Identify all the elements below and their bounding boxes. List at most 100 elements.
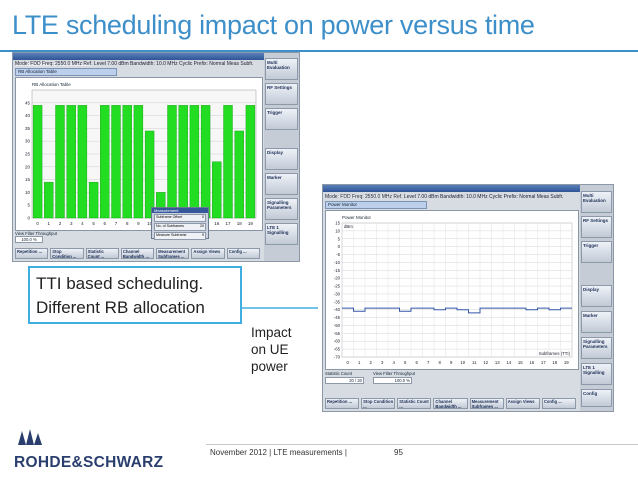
measurement-popup-title: Measurement <box>152 208 208 213</box>
left-instrument-screenshot: LTE Measurement 1 : Multi Evaluation Mod… <box>12 52 300 262</box>
left-status-area: View Filter Throughput 100.0 % <box>15 231 75 243</box>
bottom-softkey-config[interactable]: Config ... <box>226 248 260 259</box>
pw-x-tick: 3 <box>381 360 384 365</box>
rb-bar <box>32 105 43 219</box>
pw-x-tick: 15 <box>518 360 523 365</box>
rb-bar <box>212 161 222 219</box>
left-info-row: Mode: FDD Freq: 2550.0 MHz Ref. Level 7.… <box>15 61 254 67</box>
rb-y-tick: 35 <box>25 126 31 131</box>
softkey-rf-settings[interactable]: RF Settings <box>581 216 612 238</box>
pw-y-tick: 15 <box>335 221 340 226</box>
callout-line-1: TTI based scheduling. <box>36 274 204 293</box>
bottom-softkey-config[interactable]: Config ... <box>541 398 576 409</box>
softkey-multi-evaluation[interactable]: Multi Evaluation <box>581 191 612 213</box>
title-underline <box>0 50 638 52</box>
rb-y-tick: 10 <box>25 190 31 195</box>
pw-x-tick: 12 <box>483 360 488 365</box>
rb-y-tick: 25 <box>25 152 31 157</box>
popup-row-value: 9 <box>202 233 204 237</box>
softkey-config[interactable]: Config <box>581 389 612 407</box>
bottom-softkey-repetition[interactable]: Repetition ... <box>15 248 49 259</box>
pw-x-tick: 1 <box>358 360 361 365</box>
bottom-softkey-measurement-subframes[interactable]: Measurement Subframes ... <box>156 248 190 259</box>
softkey-lte-1-signalling[interactable]: LTE 1 Signalling <box>265 223 298 245</box>
pw-y-tick: -35 <box>334 299 341 304</box>
pw-y-tick: -20 <box>334 276 341 281</box>
rb-bar <box>245 105 256 219</box>
rb-bar <box>77 105 88 219</box>
pw-y-tick: -70 <box>334 355 341 360</box>
pw-y-tick: -50 <box>334 323 341 328</box>
right-bottom-softkeys: Repetition ... Stop Condition ... Statisti… <box>323 185 580 411</box>
pw-chart-title: Power Monitor <box>342 215 372 220</box>
left-panel-title: RB Allocation Table <box>18 69 57 74</box>
rb-x-tick: 19 <box>248 221 254 226</box>
pw-x-tick: 13 <box>495 360 500 365</box>
bottom-softkey-channel-bandwidth[interactable]: Channel Bandwidth ... <box>120 248 155 259</box>
popup-row-measure-subframe[interactable]: Measure Subframe 9 <box>154 232 206 240</box>
rb-x-tick: 3 <box>70 221 73 226</box>
pw-x-tick: 19 <box>564 360 569 365</box>
pw-x-tick: 9 <box>450 360 453 365</box>
softkey-lte-1-signalling[interactable]: LTE 1 Signalling <box>581 363 612 385</box>
right-status-value2: 100.0 % <box>373 377 412 384</box>
softkey-marker[interactable]: Marker <box>265 173 298 195</box>
right-status-label: Statistic Count <box>325 371 352 376</box>
impact-label: Impact on UE power <box>251 324 292 375</box>
rb-bar <box>55 105 65 219</box>
rb-x-tick: 8 <box>126 221 129 226</box>
softkey-multi-evaluation[interactable]: Multi Evaluation <box>265 58 298 80</box>
bottom-softkey-assign-views[interactable]: Assign Views <box>191 248 225 259</box>
right-status-area: Statistic Count 20 / 20 View Filter Thro… <box>325 371 445 385</box>
bottom-softkey-statistic-count[interactable]: Statistic Count ... <box>397 398 432 409</box>
rb-x-tick: 18 <box>237 221 243 226</box>
pw-x-tick: 14 <box>506 360 511 365</box>
left-status-label: View Filter Throughput <box>15 231 57 236</box>
pw-y-tick: 0 <box>338 244 341 249</box>
pw-x-tick: 0 <box>347 360 350 365</box>
bottom-softkey-measurement-subframes[interactable]: Measurement Subframes ... <box>469 398 504 409</box>
rohde-schwarz-emblem-icon <box>18 429 42 445</box>
right-status-value: 20 / 20 <box>325 377 364 384</box>
bottom-softkey-repetition[interactable]: Repetition ... <box>325 398 360 409</box>
bottom-softkey-channel-bandwidth[interactable]: Channel Bandwidth ... <box>433 398 468 409</box>
rb-bar <box>88 181 99 219</box>
pw-x-tick: 2 <box>370 360 373 365</box>
bottom-softkey-stop-condition[interactable]: Stop Condition ... <box>50 248 84 259</box>
rb-y-tick: 0 <box>27 216 30 221</box>
rb-y-tick: 45 <box>25 100 31 105</box>
rb-bar <box>223 105 233 219</box>
pw-y-tick: 10 <box>335 228 340 233</box>
pw-y-tick: -45 <box>334 315 341 320</box>
popup-row-label: Subframe Offset <box>156 215 183 219</box>
softkey-signalling-parameters[interactable]: Signalling Parameters <box>265 198 298 220</box>
softkey-display[interactable]: Display <box>265 148 298 170</box>
softkey-signalling-parameters[interactable]: Signalling Parameters <box>581 337 612 359</box>
pw-x-tick: 6 <box>416 360 419 365</box>
power-monitor-chart: 151050-5-10-15-20-25-30-35-40-45-50-55-6… <box>334 215 573 365</box>
softkey-marker[interactable]: Marker <box>581 311 612 333</box>
bottom-softkey-stop-condition[interactable]: Stop Condition ... <box>361 398 396 409</box>
bottom-softkey-assign-views[interactable]: Assign Views <box>505 398 540 409</box>
right-window-titlebar: LTE Measurement 1 : Multi Evaluation <box>323 185 613 199</box>
popup-row-no-of-subframes[interactable]: No. of Subframes 20 <box>154 223 206 231</box>
softkey-display[interactable]: Display <box>581 285 612 307</box>
softkey-trigger[interactable]: Trigger <box>581 241 612 263</box>
pw-x-label: Subframes (TTI) <box>539 351 571 356</box>
bottom-softkey-statistic-count[interactable]: Statistic Count ... <box>85 248 119 259</box>
softkey-rf-settings[interactable]: RF Settings <box>265 83 298 105</box>
rb-x-tick: 4 <box>81 221 84 226</box>
left-panel-titlebar: RB Allocation Table <box>15 68 117 76</box>
pw-x-tick: 11 <box>472 360 477 365</box>
pw-x-tick: 18 <box>552 360 557 365</box>
footer-text: November 2012 | LTE measurements | <box>210 448 347 457</box>
page-number: 95 <box>394 448 403 457</box>
right-window-title: LTE Measurement 1 : Multi Evaluation <box>326 194 402 199</box>
softkey-trigger[interactable]: Trigger <box>265 108 298 130</box>
pw-y-tick: -10 <box>334 260 341 265</box>
popup-row-subframe-offset[interactable]: Subframe Offset 0 <box>154 214 206 222</box>
pw-y-tick: -40 <box>334 307 341 312</box>
rb-y-tick: 20 <box>25 164 31 169</box>
pw-y-tick: -55 <box>334 331 341 336</box>
rb-x-tick: 5 <box>92 221 95 226</box>
